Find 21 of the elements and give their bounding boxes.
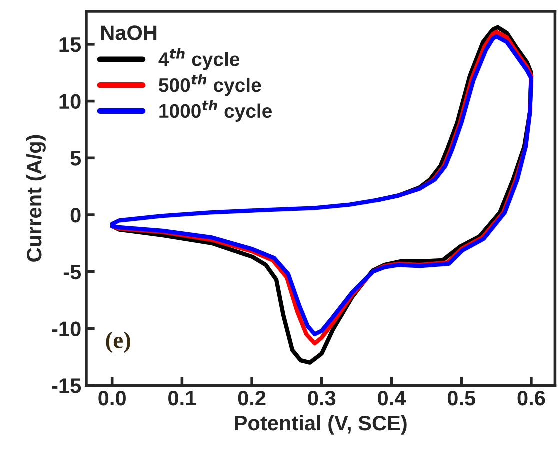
y-tick-label: 5 [70,151,82,166]
x-tick-label: 0.5 [448,390,476,406]
y-tick-label: -15 [52,378,82,394]
y-axis-title: Current (A/g) [26,135,46,262]
y-tick-label: 0 [70,208,81,223]
x-tick-label: 0.2 [238,390,266,406]
annotation: (e) [106,332,130,354]
x-tick-label: 0.1 [168,390,196,406]
y-tick-label: 10 [60,94,81,110]
legend-label: 1000$^{th}$ cycle [160,100,272,122]
x-tick-label: 0.3 [308,390,336,406]
y-tick-label: -5 [64,265,82,280]
x-axis-title: Potential (V, SCE) [235,415,407,435]
x-tick-label: 0.0 [98,390,126,406]
legend-label: 4$^{th}$ cycle [158,48,240,70]
x-tick-label: 0.6 [518,390,546,406]
y-tick-label: 15 [60,38,82,52]
y-tick-label: -10 [52,322,81,336]
x-tick-label: 0.4 [378,390,406,406]
legend-title: NaOH [101,26,157,40]
legend-label: 500$^{th}$ cycle [159,74,262,96]
